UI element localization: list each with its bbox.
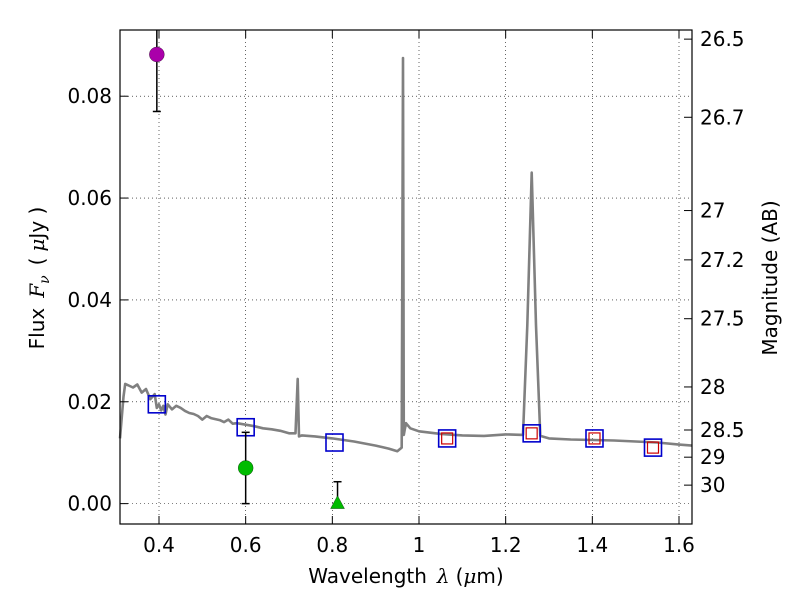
magnitude-tick-label: 30	[700, 473, 725, 497]
x-axis-ticks: 0.4 0.6 0.8 1 1.2 1.4 1.6	[143, 30, 695, 557]
model-photometry-marker	[585, 429, 604, 448]
spectrum-line	[118, 56, 693, 453]
y-tick-label: 0.00	[67, 492, 112, 516]
x-tick-label: 0.8	[316, 533, 348, 557]
y-axis-label-subscript: ν	[37, 275, 53, 284]
x-axis-label-symbol: λ	[436, 564, 450, 588]
magnitude-axis-ticks: 26.5 26.7 27 27.2 27.5 28 28.5 29 30	[684, 27, 745, 497]
x-axis-label: Wavelength λ (μm)	[308, 564, 503, 588]
model-photometry-marker	[437, 429, 457, 448]
y-axis-label: Flux Fν ( μJy )	[25, 207, 53, 350]
y-tick-label: 0.04	[67, 288, 112, 312]
x-axis-label-unit-rest: m)	[476, 564, 503, 588]
x-axis-label-text: Wavelength	[308, 564, 427, 588]
magnitude-tick-label: 26.5	[700, 27, 745, 51]
upper-limit-marker	[330, 495, 345, 509]
magnitude-tick-label: 27	[700, 199, 725, 223]
x-axis-label-unit-mu: μ	[463, 564, 476, 588]
model-photometry-marker	[147, 395, 167, 414]
y-tick-label: 0.08	[67, 84, 112, 108]
x-tick-label: 1.2	[490, 533, 522, 557]
model-photometry-marker	[643, 438, 663, 457]
y-axis-label-symbol: F	[25, 283, 49, 299]
magnitude-tick-label: 26.7	[700, 105, 745, 129]
model-photometry-marker	[522, 424, 541, 443]
magnitude-tick-label: 28.5	[700, 418, 745, 442]
observed-photometry-marker	[441, 432, 454, 445]
magnitude-tick-label: 27.5	[700, 307, 745, 331]
magnitude-tick-label: 28	[700, 375, 725, 399]
spectrum-layer	[118, 56, 693, 453]
y-axis-ticks: 0.00 0.02 0.04 0.06 0.08	[67, 84, 128, 516]
detection-marker	[238, 460, 254, 476]
observed-photometry-marker	[525, 427, 538, 440]
detection-marker	[149, 46, 165, 63]
observed-photometry-marker	[646, 441, 660, 454]
y-axis-label-unit-rest: Jy )	[25, 207, 49, 241]
x-axis-label-unit-open: (	[456, 564, 464, 588]
marker-layer	[147, 30, 663, 509]
model-photometry-marker	[325, 433, 344, 452]
magnitude-tick-label: 27.2	[700, 248, 745, 272]
x-tick-label: 1	[413, 533, 426, 557]
x-tick-label: 1.6	[663, 533, 695, 557]
plot-frame	[119, 29, 693, 525]
y-axis-label-text: Flux	[25, 308, 49, 350]
y-axis-label-unit-open: (	[25, 258, 49, 266]
x-tick-label: 0.4	[143, 533, 175, 557]
y-tick-label: 0.02	[67, 390, 112, 414]
y-tick-label: 0.06	[67, 186, 112, 210]
x-tick-label: 0.6	[230, 533, 262, 557]
observed-photometry-marker	[588, 432, 601, 445]
gridlines	[120, 30, 692, 524]
magnitude-axis-label: Magnitude (AB)	[758, 200, 782, 355]
y-axis-label-unit-mu: μ	[25, 239, 49, 252]
magnitude-tick-label: 29	[700, 445, 725, 469]
x-tick-label: 1.4	[576, 533, 608, 557]
